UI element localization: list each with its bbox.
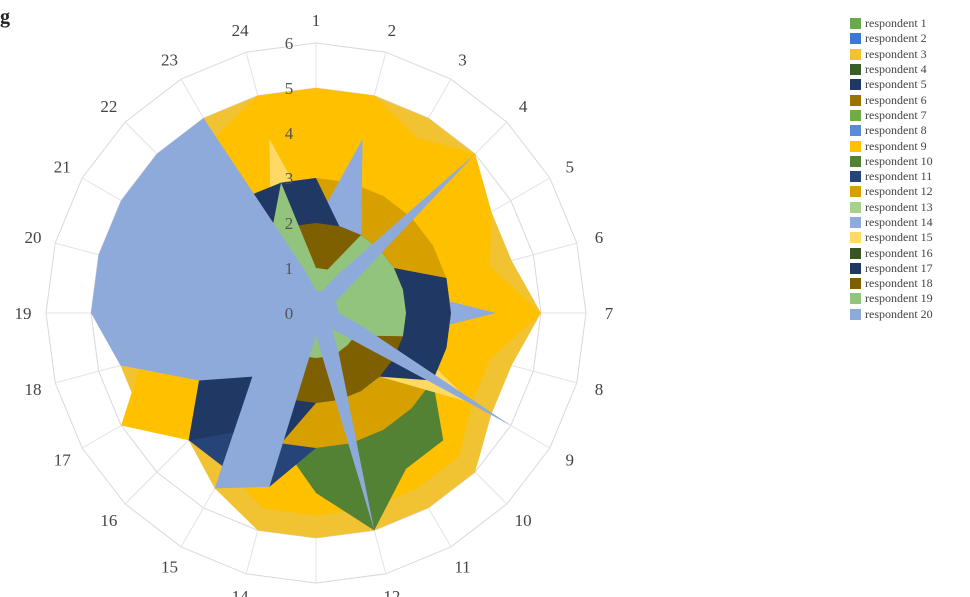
radial-tick-0: 0 [285, 304, 294, 323]
category-label-11: 11 [454, 558, 470, 577]
legend-item: respondent 6 [850, 92, 933, 107]
legend-label: respondent 13 [865, 199, 933, 214]
legend-label: respondent 9 [865, 138, 927, 153]
legend-swatch [850, 293, 861, 305]
legend-item: respondent 1 [850, 16, 933, 31]
legend-swatch [850, 18, 861, 30]
legend-swatch [850, 171, 861, 183]
category-label-24: 24 [232, 21, 250, 40]
legend-swatch [850, 217, 861, 228]
category-label-10: 10 [515, 511, 532, 530]
radial-tick-1: 1 [285, 259, 294, 278]
category-label-19: 19 [15, 304, 32, 323]
legend-swatch [850, 125, 861, 137]
legend-item: respondent 14 [850, 215, 933, 230]
category-label-4: 4 [519, 97, 528, 116]
legend-item: respondent 11 [850, 169, 933, 184]
legend-swatch [850, 186, 861, 198]
legend-swatch [850, 79, 861, 91]
legend-label: respondent 14 [865, 215, 933, 229]
legend-label: respondent 19 [865, 291, 933, 306]
category-label-7: 7 [605, 304, 614, 323]
legend-label: respondent 17 [865, 260, 933, 275]
legend-label: respondent 20 [865, 306, 933, 321]
legend-swatch [850, 140, 861, 152]
category-label-1: 1 [312, 11, 321, 30]
legend-item: respondent 19 [850, 291, 933, 306]
legend-swatch [850, 262, 861, 274]
legend-item: respondent 8 [850, 123, 933, 138]
legend-label: respondent 16 [865, 245, 933, 260]
radial-tick-3: 3 [285, 169, 294, 188]
radial-tick-5: 5 [285, 79, 294, 98]
radial-tick-2: 2 [285, 214, 294, 233]
category-label-15: 15 [161, 558, 178, 577]
radar-chart: 1234567891011121314151617181920212223240… [15, 11, 614, 597]
category-label-6: 6 [595, 228, 604, 247]
legend-swatch [850, 48, 861, 60]
legend-swatch [850, 247, 861, 259]
legend-item: respondent 7 [850, 108, 933, 123]
legend-swatch [850, 155, 861, 167]
legend-swatch [850, 308, 861, 320]
radial-tick-4: 4 [285, 124, 294, 143]
category-label-16: 16 [100, 511, 117, 530]
legend-label: respondent 6 [865, 92, 927, 107]
legend-item: respondent 15 [850, 230, 933, 245]
category-label-2: 2 [388, 21, 397, 40]
legend-item: respondent 10 [850, 154, 933, 169]
legend-item: respondent 5 [850, 77, 933, 92]
legend-swatch [850, 109, 861, 121]
category-label-8: 8 [595, 380, 604, 399]
legend-item: respondent 2 [850, 31, 933, 46]
category-label-18: 18 [24, 380, 41, 399]
category-label-5: 5 [565, 158, 574, 177]
series-respondent-20 [91, 118, 511, 531]
category-label-3: 3 [458, 50, 467, 69]
category-label-20: 20 [24, 228, 41, 247]
legend-label: respondent 8 [865, 123, 927, 138]
legend-label: respondent 3 [865, 46, 927, 61]
legend-item: respondent 12 [850, 184, 933, 199]
category-label-12: 12 [383, 587, 400, 597]
category-label-23: 23 [161, 50, 178, 69]
category-label-14: 14 [232, 587, 250, 597]
category-label-22: 22 [100, 97, 117, 116]
radial-tick-6: 6 [285, 34, 294, 53]
legend-swatch [850, 232, 861, 244]
legend-label: respondent 11 [865, 169, 933, 184]
legend-swatch [850, 278, 861, 290]
legend-label: respondent 15 [865, 230, 933, 245]
category-label-9: 9 [565, 451, 574, 470]
legend-item: respondent 20 [850, 307, 933, 322]
legend-item: respondent 16 [850, 245, 933, 260]
legend-swatch [850, 33, 861, 45]
radar-labels: 1234567891011121314151617181920212223240… [15, 11, 614, 597]
legend-label: respondent 1 [865, 16, 927, 31]
legend-item: respondent 17 [850, 261, 933, 276]
category-label-17: 17 [54, 451, 72, 470]
legend-label: respondent 12 [865, 184, 933, 199]
radar-series-layer [91, 88, 541, 538]
legend: respondent 1 respondent 2 respondent 3 resp… [850, 16, 933, 322]
legend-item: respondent 4 [850, 62, 933, 77]
legend-item: respondent 13 [850, 200, 933, 215]
legend-item: respondent 9 [850, 138, 933, 153]
legend-item: respondent 3 [850, 47, 933, 62]
legend-swatch [850, 201, 861, 213]
corner-label: g [0, 6, 10, 28]
legend-label: respondent 18 [865, 276, 933, 291]
legend-label: respondent 5 [865, 77, 927, 92]
legend-label: respondent 4 [865, 62, 927, 77]
category-label-21: 21 [54, 158, 71, 177]
legend-swatch [850, 94, 861, 106]
legend-label: respondent 2 [865, 31, 927, 46]
legend-label: respondent 7 [865, 107, 927, 122]
legend-item: respondent 18 [850, 276, 933, 291]
legend-label: respondent 10 [865, 153, 933, 168]
legend-swatch [850, 64, 861, 76]
